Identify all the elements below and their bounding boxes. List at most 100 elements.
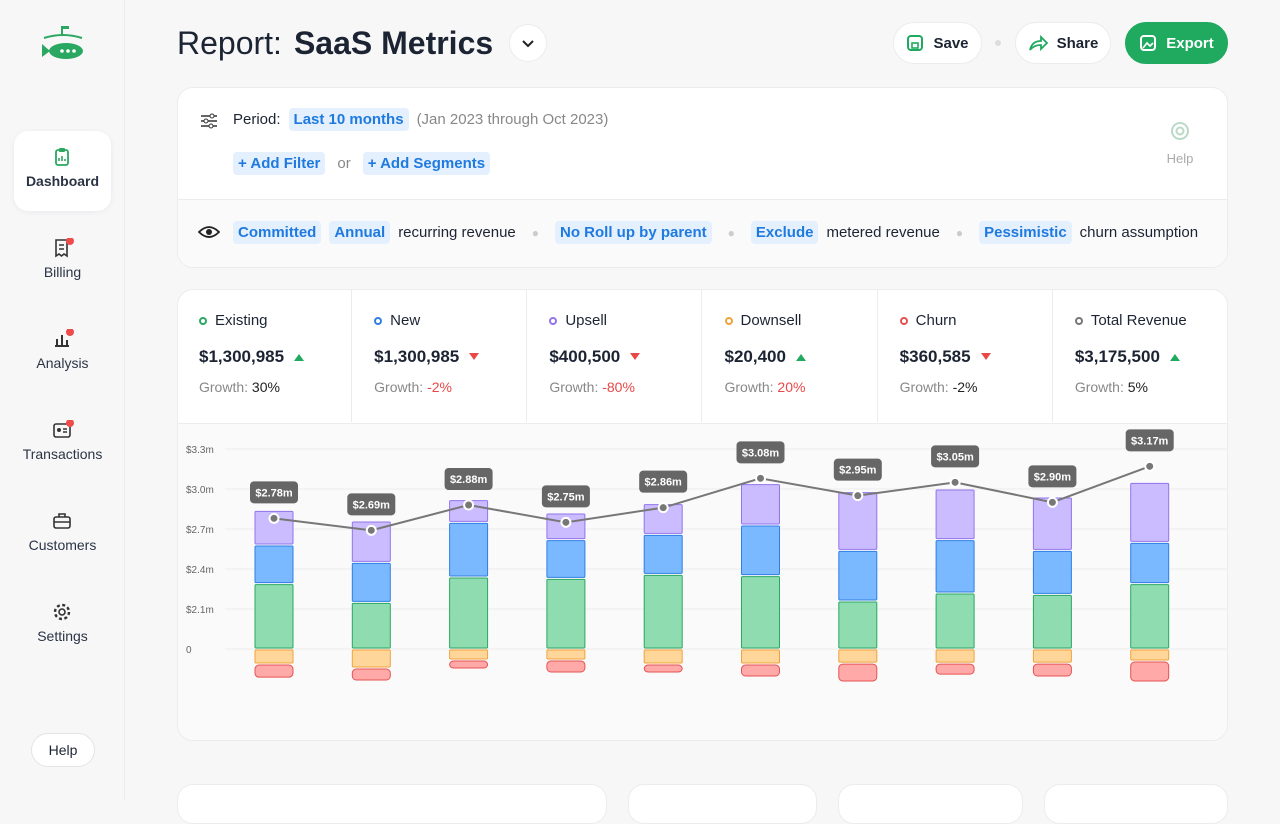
trend-icon	[294, 354, 305, 361]
setting-chip[interactable]: Committed	[233, 221, 322, 244]
period-chip[interactable]: Last 10 months	[288, 108, 409, 131]
metric-name: Upsell	[565, 312, 608, 329]
add-segments[interactable]: + Add Segments	[362, 152, 491, 175]
metric-growth: Growth: -2%	[900, 379, 1052, 395]
share-button[interactable]: Share	[1015, 22, 1111, 64]
setting-chip[interactable]: Exclude	[750, 221, 819, 244]
metric-growth: Growth: -2%	[374, 379, 526, 395]
metric-name-row: Total Revenue	[1074, 312, 1228, 329]
eye-icon	[198, 226, 220, 238]
metric-value-row: $360,585	[900, 347, 1052, 367]
nav-label: Analysis	[36, 355, 89, 371]
metric-card: New $1,300,985 Growth: -2%	[352, 290, 528, 422]
bottom-card	[1044, 784, 1228, 824]
title-prefix: Report:	[177, 24, 282, 61]
setting-text: recurring revenue	[398, 224, 516, 241]
legend-dot	[724, 316, 733, 325]
metric-name: Existing	[215, 312, 268, 329]
growth-label: Growth:	[899, 379, 949, 395]
bottom-card	[177, 784, 607, 824]
period-row: Period: Last 10 months (Jan 2023 through…	[233, 108, 608, 131]
nav-item[interactable]: Customers	[14, 495, 111, 575]
metric-name: Churn	[915, 312, 957, 329]
metric-growth: Growth: 30%	[199, 379, 351, 395]
setting-chip[interactable]: Pessimistic	[979, 221, 1072, 244]
metric-name-row: Existing	[199, 312, 351, 329]
divider-dot	[995, 40, 1001, 46]
add-row: + Add Filter or + Add Segments	[233, 152, 491, 175]
metric-name: Downsell	[740, 312, 802, 329]
title: SaaS Metrics	[293, 24, 494, 61]
title-dropdown[interactable]	[509, 24, 547, 62]
report-title: Report: SaaS Metrics	[177, 22, 493, 64]
trend-icon	[980, 353, 991, 360]
legend-dot	[549, 316, 558, 325]
nav-item[interactable]: Transactions	[14, 404, 111, 484]
save-label: Save	[933, 34, 969, 52]
metric-value: $1,300,985	[199, 347, 285, 366]
period-label: Period:	[233, 111, 281, 128]
save-button[interactable]: Save	[893, 22, 982, 64]
nav-label: Billing	[43, 264, 82, 280]
period-range: (Jan 2023 through Oct 2023)	[416, 111, 609, 128]
trend-arrow	[630, 353, 641, 360]
settings-row: Committed Annual recurring revenue ● No Roll…	[233, 221, 1198, 244]
chart-bg	[178, 423, 1227, 740]
separator: ●	[727, 225, 735, 240]
setting-text: churn assumption	[1079, 224, 1199, 241]
metric-value: $400,500	[549, 347, 621, 366]
bottom-card	[628, 784, 817, 824]
help-icon[interactable]	[1170, 121, 1190, 141]
setting-chip[interactable]: No Roll up by parent	[555, 221, 712, 244]
separator: ●	[531, 225, 539, 240]
export-button[interactable]: Export	[1125, 22, 1228, 64]
metric-growth: Growth: 5%	[1075, 379, 1228, 395]
trend-arrow	[1169, 354, 1180, 361]
nav-icon	[54, 329, 74, 347]
metric-value: $360,585	[899, 347, 971, 366]
metric-name: Total Revenue	[1090, 312, 1187, 329]
setting-chip[interactable]: Annual	[329, 221, 391, 244]
setting-text: metered revenue	[826, 224, 940, 241]
legend-dot	[199, 316, 207, 325]
trend-arrow	[469, 353, 480, 360]
metric-card: Upsell $400,500 Growth: -80%	[527, 290, 703, 422]
growth-label: Growth:	[549, 379, 599, 395]
nav-item[interactable]: Analysis	[14, 313, 111, 393]
add-filter[interactable]: + Add Filter	[233, 152, 326, 175]
metric-card: Downsell $20,400 Growth: 20%	[703, 290, 878, 422]
badge	[65, 420, 74, 427]
or-text: or	[337, 155, 351, 172]
metric-value: $3,175,500	[1074, 347, 1160, 366]
filter-card: Period: Last 10 months (Jan 2023 through…	[177, 87, 1228, 268]
nav-icon	[53, 603, 70, 621]
page: Dashboard Billing Analysis Transactions Cust…	[14, 0, 1228, 824]
metric-value-row: $20,400	[725, 347, 877, 367]
nav-item[interactable]: Billing	[14, 222, 111, 302]
nav-label: Dashboard	[25, 173, 100, 189]
bottom-card	[838, 784, 1023, 824]
growth-value: -2%	[427, 379, 452, 395]
nav-label: Customers	[28, 537, 97, 553]
legend-dot	[374, 316, 383, 325]
filter-icon	[201, 113, 217, 129]
metric-card: Total Revenue $3,175,500 Growth: 5%	[1053, 290, 1228, 422]
growth-label: Growth:	[374, 379, 424, 395]
growth-label: Growth:	[1074, 379, 1124, 395]
help-text[interactable]: Help	[1166, 151, 1194, 166]
growth-label: Growth:	[199, 379, 249, 395]
metric-name: New	[390, 312, 421, 329]
metric-value-row: $1,300,985	[199, 347, 351, 367]
badge	[65, 329, 74, 336]
trend-arrow	[980, 353, 991, 360]
nav-item[interactable]: Settings	[14, 586, 111, 666]
export-label: Export	[1166, 34, 1214, 52]
logo	[42, 26, 83, 59]
metric-card: Churn $360,585 Growth: -2%	[878, 290, 1053, 422]
nav-item[interactable]: Dashboard	[14, 131, 111, 211]
trend-icon	[630, 353, 641, 360]
nav-icon	[54, 148, 69, 166]
growth-value: 5%	[1127, 379, 1148, 395]
metric-value: $1,300,985	[374, 347, 460, 366]
help-button[interactable]: Help	[31, 733, 95, 767]
